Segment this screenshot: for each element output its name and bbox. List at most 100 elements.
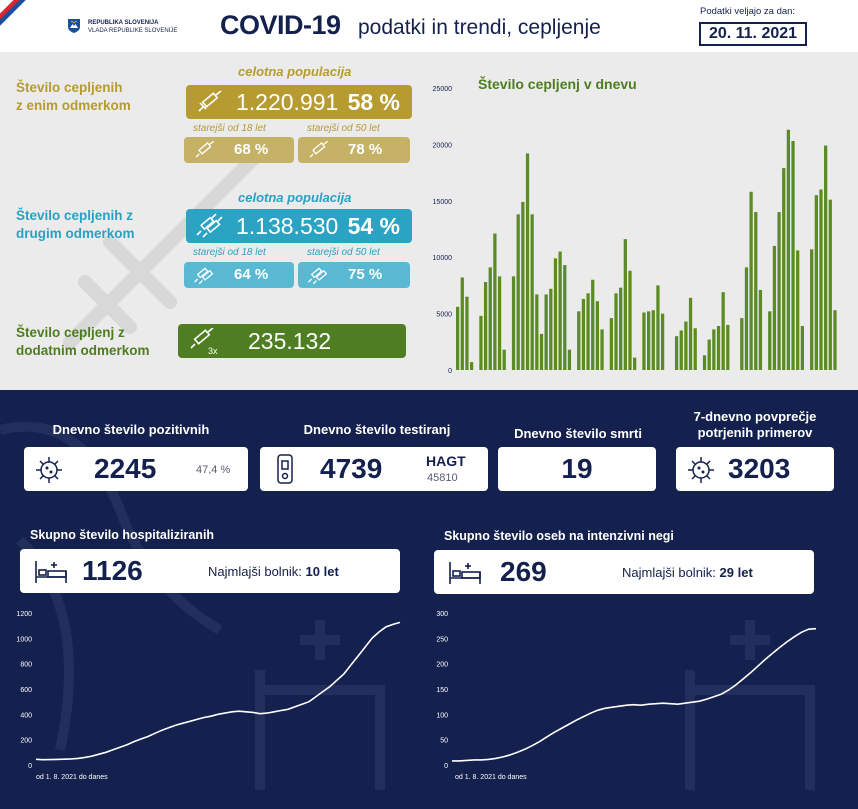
second-dose-over18-pill: 64 % <box>184 262 294 288</box>
bar <box>483 282 488 370</box>
bar <box>828 199 832 370</box>
avg7-title: 7-dnevno povprečje potrjenih primerov <box>670 409 840 441</box>
first-dose-label-line1: Število cepljenih <box>16 80 123 95</box>
bar <box>525 153 530 370</box>
bar <box>740 318 744 370</box>
first-dose-total-pill: 1.220.991 58 % <box>186 85 412 119</box>
bar <box>595 301 600 370</box>
y-tick-label: 400 <box>20 712 32 719</box>
bar <box>716 326 721 370</box>
bar <box>511 276 516 370</box>
bar <box>796 250 800 370</box>
first-dose-over18-pill: 68 % <box>184 137 294 163</box>
y-tick-label: 10000 <box>433 255 453 262</box>
bar <box>628 270 632 370</box>
gov-line1: REPUBLIKA SLOVENIJA <box>88 20 159 26</box>
bar <box>768 311 772 370</box>
hospital-youngest: Najmlajši bolnik: 10 let <box>208 564 339 579</box>
syringe-icon <box>309 140 328 158</box>
y-tick-label: 200 <box>20 738 32 745</box>
y-tick-label: 25000 <box>433 86 453 93</box>
second-dose-over18-label: starejši od 18 let <box>193 247 266 258</box>
virus-icon <box>688 457 714 483</box>
bar <box>567 349 572 370</box>
bar <box>530 214 534 370</box>
government-name: REPUBLIKA SLOVENIJA VLADA REPUBLIKE SLOV… <box>88 19 177 35</box>
icu-since-label: od 1. 8. 2021 do danes <box>455 774 527 781</box>
bar <box>479 315 483 370</box>
bar <box>786 129 791 370</box>
hospital-card: 1126 Najmlajši bolnik: 10 let <box>20 549 400 593</box>
booster-total-pill: 3x 235.132 <box>178 324 406 358</box>
positive-pct: 47,4 % <box>196 464 231 476</box>
bar <box>777 212 781 370</box>
bar <box>726 324 730 370</box>
deaths-value: 19 <box>561 453 593 484</box>
bar <box>772 245 777 370</box>
y-tick-label: 1200 <box>16 611 32 618</box>
positive-title: Dnevno število pozitivnih <box>52 422 210 437</box>
date-label: Podatki veljajo za dan: <box>700 6 796 17</box>
bar <box>553 258 558 370</box>
y-tick-label: 1000 <box>16 636 32 643</box>
second-dose-label: Število cepljenih z drugim odmerkom <box>16 207 135 243</box>
y-tick-label: 0 <box>28 763 32 770</box>
bar <box>810 249 814 370</box>
second-dose-over18-pct: 64 % <box>234 266 269 283</box>
bar <box>684 321 688 370</box>
avg7-card: 3203 <box>676 447 834 491</box>
hagt-label: HAGT <box>426 453 466 469</box>
bar <box>535 294 539 370</box>
bar <box>619 287 623 370</box>
first-dose-total-pct: 58 % <box>347 89 400 115</box>
series-line <box>35 621 401 761</box>
icu-line-chart: 0 50 100 150 200 250 300 <box>436 611 817 770</box>
bar <box>633 357 637 370</box>
second-dose-over50-label: starejši od 50 let <box>307 247 380 258</box>
double-syringe-icon <box>307 267 328 285</box>
bar <box>577 311 581 370</box>
test-kit-icon <box>277 454 293 484</box>
bar <box>609 318 613 370</box>
first-dose-over50-pct: 78 % <box>348 141 383 158</box>
date-value: 20. 11. 2021 <box>699 22 807 46</box>
hospital-bed-icon <box>35 561 67 583</box>
deaths-card: 19 <box>498 447 656 491</box>
y-tick-label: 250 <box>436 636 448 643</box>
bar <box>749 191 753 370</box>
bar <box>544 294 548 370</box>
bar <box>614 293 618 370</box>
y-tick-label: 0 <box>448 368 452 375</box>
bar <box>744 267 749 370</box>
hospital-youngest-value: 10 let <box>305 564 339 579</box>
hospital-title: Skupno število hospitaliziranih <box>30 528 215 542</box>
second-dose-total-pill: 1.138.530 54 % <box>186 209 412 243</box>
second-dose-label-line2: drugim odmerkom <box>16 226 135 241</box>
icu-youngest: Najmlajši bolnik: 29 let <box>622 565 753 580</box>
header: REPUBLIKA SLOVENIJA VLADA REPUBLIKE SLOV… <box>0 0 858 52</box>
avg7-title-line1: 7-dnevno povprečje <box>693 409 817 424</box>
bar <box>521 201 525 370</box>
bar <box>656 285 660 370</box>
second-dose-population-label: celotna populacija <box>238 190 352 205</box>
bar <box>516 214 520 370</box>
avg7-value: 3203 <box>728 453 791 484</box>
bar <box>833 310 837 370</box>
booster-label-line2: dodatnim odmerkom <box>16 343 150 358</box>
y-tick-label: 100 <box>436 712 448 719</box>
slovenia-coat-of-arms-icon <box>68 19 80 33</box>
first-dose-over50-pill: 78 % <box>298 137 410 163</box>
hagt-value: 45810 <box>427 472 458 484</box>
bar <box>702 355 707 370</box>
second-dose-total: 1.138.530 <box>236 213 339 239</box>
bar <box>493 233 497 370</box>
bar <box>651 310 655 370</box>
syringe-icon <box>190 328 214 349</box>
hospital-since-label: od 1. 8. 2021 do danes <box>36 774 108 781</box>
bar <box>688 297 693 370</box>
double-syringe-icon <box>196 213 223 238</box>
bar <box>600 329 604 370</box>
booster-badge: 3x <box>208 346 218 356</box>
hospital-youngest-label: Najmlajši bolnik: <box>208 564 302 579</box>
y-tick-label: 800 <box>20 662 32 669</box>
